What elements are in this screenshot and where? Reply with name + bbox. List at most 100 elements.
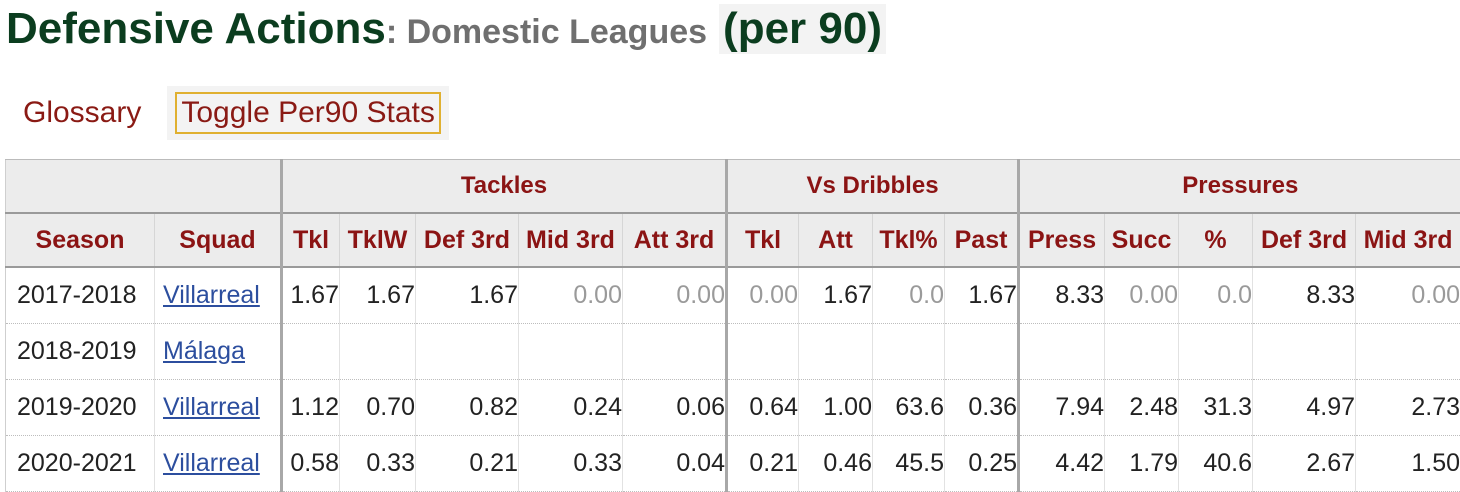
col-drib-past[interactable]: Past	[945, 213, 1019, 267]
stat-cell: 0.25	[945, 436, 1019, 492]
group-header-blank	[6, 160, 282, 214]
season-cell: 2020-2021	[6, 436, 155, 492]
stat-cell: 0.82	[416, 380, 519, 436]
stat-cell	[519, 324, 623, 380]
stat-cell: 0.70	[340, 380, 416, 436]
season-cell: 2019-2020	[6, 380, 155, 436]
stat-cell: 1.67	[340, 267, 416, 324]
stat-cell: 0.36	[945, 380, 1019, 436]
stat-cell	[1356, 324, 1460, 380]
stat-cell	[1253, 324, 1356, 380]
col-press-def-3rd[interactable]: Def 3rd	[1253, 213, 1356, 267]
col-press-mid-3rd[interactable]: Mid 3rd	[1356, 213, 1460, 267]
stat-cell: 0.00	[1356, 267, 1460, 324]
stat-cell: 45.5	[873, 436, 945, 492]
squad-cell: Villarreal	[155, 380, 282, 436]
col-tklw[interactable]: TklW	[340, 213, 416, 267]
col-press-succ[interactable]: Succ	[1105, 213, 1179, 267]
stat-cell: 63.6	[873, 380, 945, 436]
title-per90: (per 90)	[719, 4, 886, 54]
squad-link[interactable]: Villarreal	[163, 281, 260, 309]
squad-link[interactable]: Villarreal	[163, 393, 260, 421]
col-tkl-att-3rd[interactable]: Att 3rd	[623, 213, 727, 267]
squad-cell: Málaga	[155, 324, 282, 380]
squad-link[interactable]: Málaga	[163, 337, 245, 365]
col-press-pct[interactable]: %	[1179, 213, 1253, 267]
stat-cell: 0.0	[873, 267, 945, 324]
glossary-link[interactable]: Glossary	[23, 96, 141, 130]
stat-cell	[727, 324, 799, 380]
title-main: Defensive Actions	[6, 4, 386, 54]
toggle-wrap: Toggle Per90 Stats	[167, 86, 449, 140]
stat-cell: 31.3	[1179, 380, 1253, 436]
season-cell: 2017-2018	[6, 267, 155, 324]
stat-cell	[1105, 324, 1179, 380]
stat-cell	[623, 324, 727, 380]
stat-cell: 1.67	[799, 267, 873, 324]
stat-cell: 0.33	[519, 436, 623, 492]
stat-cell: 0.64	[727, 380, 799, 436]
group-header-pressures: Pressures	[1019, 160, 1460, 214]
stat-cell	[873, 324, 945, 380]
stat-cell: 1.67	[282, 267, 340, 324]
stat-cell: 2.67	[1253, 436, 1356, 492]
stat-cell: 1.67	[416, 267, 519, 324]
group-header-vs-dribbles: Vs Dribbles	[727, 160, 1019, 214]
group-header-tackles: Tackles	[282, 160, 727, 214]
stat-cell: 0.33	[340, 436, 416, 492]
table-row: 2018-2019 Málaga	[6, 324, 1460, 380]
col-season[interactable]: Season	[6, 213, 155, 267]
stat-cell: 0.24	[519, 380, 623, 436]
stat-cell: 8.33	[1253, 267, 1356, 324]
stat-cell: 7.94	[1019, 380, 1105, 436]
col-drib-tkl[interactable]: Tkl	[727, 213, 799, 267]
col-tkl-mid-3rd[interactable]: Mid 3rd	[519, 213, 623, 267]
stat-cell: 0.21	[727, 436, 799, 492]
stat-cell	[945, 324, 1019, 380]
toggle-per90-button[interactable]: Toggle Per90 Stats	[175, 92, 441, 134]
stat-cell: 1.67	[945, 267, 1019, 324]
stat-cell	[1179, 324, 1253, 380]
col-drib-att[interactable]: Att	[799, 213, 873, 267]
stat-cell: 1.79	[1105, 436, 1179, 492]
col-squad[interactable]: Squad	[155, 213, 282, 267]
stat-cell: 0.58	[282, 436, 340, 492]
stat-cell: 40.6	[1179, 436, 1253, 492]
col-tkl-def-3rd[interactable]: Def 3rd	[416, 213, 519, 267]
stat-cell: 2.48	[1105, 380, 1179, 436]
stat-cell: 2.73	[1356, 380, 1460, 436]
stat-cell: 0.00	[519, 267, 623, 324]
stat-cell: 0.06	[623, 380, 727, 436]
col-drib-tkl-pct[interactable]: Tkl%	[873, 213, 945, 267]
squad-cell: Villarreal	[155, 267, 282, 324]
squad-cell: Villarreal	[155, 436, 282, 492]
stat-cell: 0.0	[1179, 267, 1253, 324]
stat-cell: 0.21	[416, 436, 519, 492]
season-cell: 2018-2019	[6, 324, 155, 380]
title-sub: : Domestic Leagues	[386, 13, 707, 52]
stat-cell: 0.00	[623, 267, 727, 324]
group-header-row: Tackles Vs Dribbles Pressures	[6, 160, 1460, 214]
stat-cell	[799, 324, 873, 380]
stat-cell	[340, 324, 416, 380]
stat-cell: 1.12	[282, 380, 340, 436]
col-press[interactable]: Press	[1019, 213, 1105, 267]
stat-cell: 0.00	[1105, 267, 1179, 324]
col-tkl[interactable]: Tkl	[282, 213, 340, 267]
stat-cell	[282, 324, 340, 380]
stat-cell: 1.50	[1356, 436, 1460, 492]
stat-cell: 4.42	[1019, 436, 1105, 492]
section-title: Defensive Actions : Domestic Leagues (pe…	[6, 4, 886, 68]
column-header-row: Season Squad Tkl TklW Def 3rd Mid 3rd At…	[6, 213, 1460, 267]
defensive-actions-table: Tackles Vs Dribbles Pressures Season Squ…	[5, 159, 1460, 492]
stat-cell	[1019, 324, 1105, 380]
stat-cell: 4.97	[1253, 380, 1356, 436]
stat-cell: 0.46	[799, 436, 873, 492]
stat-cell: 0.04	[623, 436, 727, 492]
stat-cell: 1.00	[799, 380, 873, 436]
stat-cell	[416, 324, 519, 380]
